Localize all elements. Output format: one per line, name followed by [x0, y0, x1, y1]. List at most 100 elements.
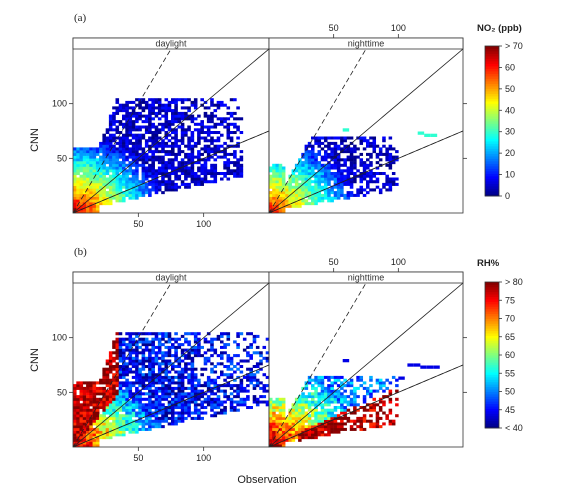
heat-cell — [388, 147, 393, 151]
heat-cell — [144, 340, 149, 344]
heat-cell — [229, 114, 234, 118]
heat-cell — [272, 191, 276, 195]
heat-cell — [317, 199, 322, 203]
heat-cell — [171, 400, 175, 404]
heat-cell — [144, 356, 149, 360]
heat-cell — [210, 114, 214, 118]
heat-cell — [229, 403, 234, 407]
heat-cell — [233, 163, 237, 167]
heat-cell — [118, 109, 123, 113]
heat-cell — [200, 182, 204, 186]
heat-cell — [164, 370, 169, 374]
heat-cell — [187, 166, 191, 170]
heat-cell — [298, 397, 302, 401]
heat-cell — [76, 150, 80, 154]
heat-cell — [148, 397, 152, 401]
heat-cell — [349, 150, 354, 154]
heat-cell — [255, 403, 260, 407]
heat-cell — [112, 386, 116, 390]
colorbar-swatch — [485, 374, 499, 378]
heat-cell — [89, 397, 93, 401]
heat-cell — [115, 147, 120, 151]
heat-cell — [272, 403, 276, 407]
heat-cell — [151, 136, 155, 140]
heat-cell — [108, 144, 113, 148]
heat-cell — [73, 406, 77, 410]
heat-cell — [294, 191, 299, 195]
heat-cell — [112, 392, 116, 396]
heat-cell — [307, 182, 312, 186]
heat-cell — [115, 141, 120, 145]
heat-cell — [298, 182, 302, 186]
heat-cell — [356, 416, 360, 420]
heat-cell — [112, 345, 116, 349]
heat-cell — [203, 144, 208, 148]
heat-cell — [288, 180, 292, 184]
heat-cell — [307, 375, 312, 379]
heat-cell — [122, 395, 126, 399]
heat-cell — [151, 182, 155, 186]
colorbar-tick-label: > 70 — [505, 41, 523, 51]
heat-cell — [157, 161, 162, 165]
heat-cell — [171, 408, 175, 412]
heat-cell — [79, 174, 84, 178]
heat-cell — [95, 182, 100, 186]
heat-cell — [174, 416, 178, 420]
heat-cell — [327, 180, 331, 184]
heat-cell — [301, 400, 305, 404]
heat-cell — [180, 182, 185, 186]
heat-cell — [125, 386, 129, 390]
heat-cell — [174, 141, 178, 145]
panel-label-b: (b) — [74, 246, 87, 258]
heat-cell — [171, 188, 175, 192]
heat-cell — [174, 365, 178, 369]
heat-cell — [382, 144, 386, 148]
heat-cell — [301, 191, 305, 195]
heat-cell — [359, 139, 364, 143]
heat-cell — [210, 163, 214, 167]
heat-cell — [200, 384, 204, 388]
heat-cell — [102, 408, 106, 412]
heat-cell — [356, 386, 360, 390]
heat-cell — [184, 152, 188, 156]
heat-cell — [148, 166, 152, 170]
heat-cell — [272, 180, 276, 184]
heat-cell — [95, 438, 100, 442]
heat-cell — [362, 136, 367, 140]
heat-cell — [291, 416, 296, 420]
heat-cell — [281, 174, 286, 178]
heat-cell — [135, 188, 139, 192]
heat-cell — [118, 131, 123, 135]
heat-cell — [115, 100, 120, 104]
heat-cell — [278, 430, 283, 434]
heat-cell — [206, 172, 211, 176]
heat-cell — [388, 411, 393, 415]
heat-cell — [320, 177, 325, 181]
heat-cell — [353, 403, 357, 407]
heat-cell — [161, 414, 165, 418]
heat-cell — [82, 403, 87, 407]
heat-cell — [229, 392, 234, 396]
heat-cell — [151, 109, 155, 113]
heat-cell — [125, 414, 129, 418]
heat-cell — [272, 444, 276, 447]
heat-cell — [333, 147, 338, 151]
heat-cell — [259, 359, 263, 363]
heat-cell — [233, 125, 237, 129]
colorbar-swatch — [485, 347, 499, 351]
heat-cell — [226, 172, 231, 176]
heat-cell — [193, 337, 198, 341]
heat-cell — [239, 163, 244, 167]
heat-cell — [138, 111, 142, 115]
heat-cell — [122, 177, 126, 181]
heat-cell — [275, 172, 280, 176]
heat-cell — [135, 386, 139, 390]
heat-cell — [301, 433, 305, 437]
heat-cell — [122, 150, 126, 154]
heat-cell — [229, 136, 234, 140]
heat-cell — [112, 378, 116, 382]
heat-cell — [311, 392, 315, 396]
heat-cell — [125, 408, 129, 412]
heat-cell — [233, 131, 237, 135]
heat-cell — [174, 337, 178, 341]
